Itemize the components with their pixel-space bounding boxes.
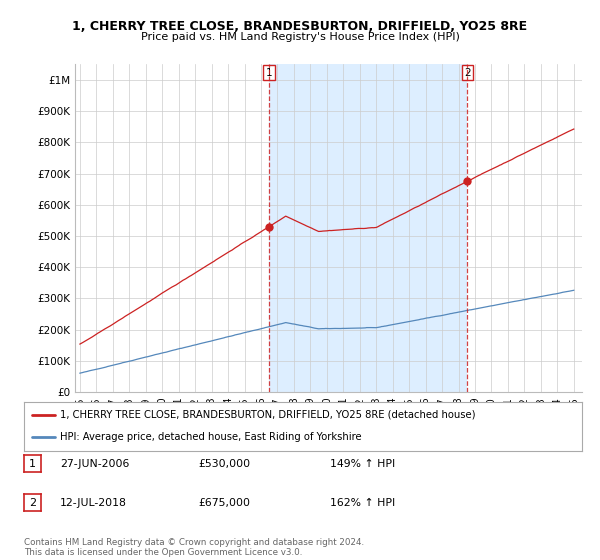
Text: £530,000: £530,000: [198, 459, 250, 469]
Text: 12-JUL-2018: 12-JUL-2018: [60, 498, 127, 508]
Text: 1, CHERRY TREE CLOSE, BRANDESBURTON, DRIFFIELD, YO25 8RE: 1, CHERRY TREE CLOSE, BRANDESBURTON, DRI…: [73, 20, 527, 32]
Text: 162% ↑ HPI: 162% ↑ HPI: [330, 498, 395, 508]
Text: Price paid vs. HM Land Registry's House Price Index (HPI): Price paid vs. HM Land Registry's House …: [140, 32, 460, 42]
Text: 149% ↑ HPI: 149% ↑ HPI: [330, 459, 395, 469]
Text: HPI: Average price, detached house, East Riding of Yorkshire: HPI: Average price, detached house, East…: [60, 432, 362, 442]
Text: 2: 2: [29, 498, 36, 508]
Text: £675,000: £675,000: [198, 498, 250, 508]
Text: Contains HM Land Registry data © Crown copyright and database right 2024.
This d: Contains HM Land Registry data © Crown c…: [24, 538, 364, 557]
Text: 1, CHERRY TREE CLOSE, BRANDESBURTON, DRIFFIELD, YO25 8RE (detached house): 1, CHERRY TREE CLOSE, BRANDESBURTON, DRI…: [60, 410, 476, 420]
Text: 1: 1: [266, 68, 272, 78]
Bar: [269, 64, 467, 392]
Text: 27-JUN-2006: 27-JUN-2006: [60, 459, 130, 469]
Text: 1: 1: [29, 459, 36, 469]
Text: 2: 2: [464, 68, 471, 78]
